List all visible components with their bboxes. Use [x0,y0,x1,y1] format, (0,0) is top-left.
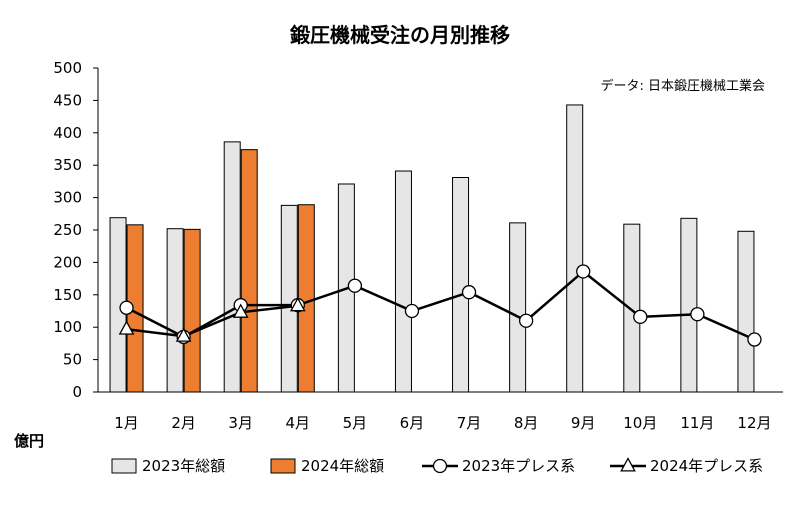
bar [183,228,201,393]
legend-label: 2024年総額 [301,457,384,475]
x-tick-label: 4月 [286,414,311,432]
y-axis-unit-label: 億円 [14,432,44,450]
series-line [125,269,755,341]
y-tick-label: 150 [53,286,82,304]
bar [297,204,315,393]
x-tick-label: 9月 [571,414,596,432]
bar [240,149,258,393]
data-point [633,309,648,324]
y-tick-label: 200 [53,253,82,271]
data-point [518,313,534,328]
legend-swatch [111,458,137,474]
x-tick-label: 6月 [400,414,425,432]
bar [680,217,698,393]
bar [737,230,755,393]
legend-label: 2024年プレス系 [650,457,763,475]
data-point [690,307,705,322]
y-tick-label: 450 [53,91,82,109]
y-axis: 0 50 100 150 200 250 300 350 400 450 500 [53,59,99,401]
data-point [232,303,249,318]
bar [223,141,241,393]
data-point [461,285,477,300]
y-tick-label: 300 [53,189,82,207]
x-tick-label: 8月 [514,414,539,432]
y-tick-label: 350 [53,156,82,174]
x-tick-label: 11月 [680,414,714,432]
x-tick-label: 5月 [343,414,368,432]
y-tick-label: 250 [53,221,82,239]
x-axis: 1月 2月 3月 4月 5月 6月 7月 8月 9月 10月 11月 12月 [98,391,783,432]
data-point [404,303,420,319]
source-note: データ: 日本鍛圧機械工業会 [600,78,765,94]
x-tick-label: 3月 [228,414,253,432]
bar [166,228,184,393]
legend-label: 2023年プレス系 [462,457,575,475]
bar [623,223,641,393]
y-tick-label: 100 [53,318,82,336]
data-point [347,278,363,293]
data-point [289,296,306,312]
y-tick-label: 50 [63,351,82,369]
legend-label: 2023年総額 [142,457,225,475]
legend-swatch [270,458,296,474]
bar [566,104,584,393]
legend-marker [620,457,636,472]
lines [118,264,762,347]
x-tick-label: 12月 [737,414,771,432]
bar [394,170,412,393]
chart-title: 鍛圧機械受注の月別推移 [290,23,510,47]
x-tick-label: 1月 [114,414,139,432]
x-tick-label: 2月 [171,414,196,432]
data-point [175,327,192,342]
data-point [747,332,762,347]
data-point [118,320,135,335]
x-tick-label: 10月 [623,414,657,432]
series-line [126,304,298,338]
bar [452,177,470,393]
bar [509,222,527,393]
y-tick-label: 400 [53,124,82,142]
y-tick-label: 0 [72,383,82,401]
x-tick-label: 7月 [457,414,482,432]
data-point [576,264,591,279]
legend: 2023年総額 2024年総額 2023年プレス系 2024年プレス系 [111,457,763,475]
data-point [119,300,134,315]
legend-marker [432,458,448,474]
y-tick-label: 500 [53,59,82,77]
bars [109,104,755,393]
